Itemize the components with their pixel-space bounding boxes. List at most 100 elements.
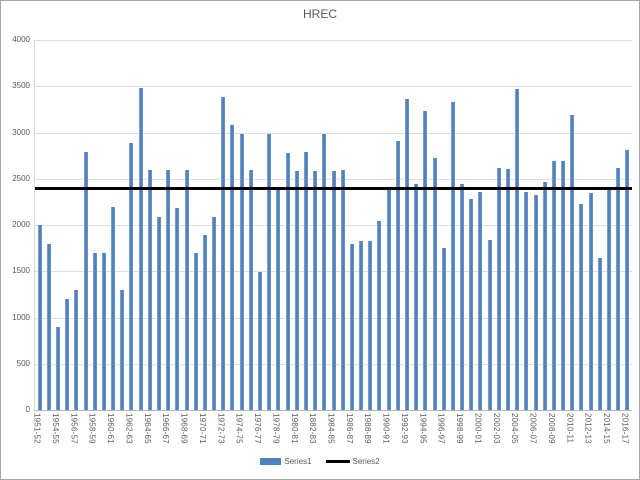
x-tick-label: 1972-73: [216, 413, 226, 444]
bar: [147, 170, 152, 410]
bar: [533, 195, 538, 410]
x-tick-label: 1978-79: [271, 413, 281, 444]
bar: [478, 191, 483, 410]
bar: [166, 170, 171, 410]
bar: [111, 207, 116, 410]
bar: [101, 252, 106, 410]
bar: [175, 208, 180, 410]
x-tick-label: 2016-17: [620, 413, 630, 444]
x-tick-label: 1970-71: [197, 413, 207, 444]
bar: [313, 171, 318, 410]
bar: [331, 171, 336, 410]
bar: [515, 89, 520, 410]
bar: [542, 181, 547, 410]
x-tick-label: 1962-63: [124, 413, 134, 444]
bar: [368, 240, 373, 410]
x-tick-label: 1980-81: [289, 413, 299, 444]
y-tick-label: 1500: [12, 266, 30, 276]
x-tick-label: 1984-85: [326, 413, 336, 444]
bar: [349, 243, 354, 410]
bar: [432, 158, 437, 410]
chart-title: HREC: [302, 7, 337, 21]
x-tick-label: 2002-03: [491, 413, 501, 444]
bar: [359, 240, 364, 410]
bar: [460, 184, 465, 410]
bar: [414, 184, 419, 410]
bar: [202, 235, 207, 410]
bar: [184, 170, 189, 410]
y-tick-label: 3000: [12, 127, 30, 137]
x-tick-label: 1976-77: [253, 413, 263, 444]
legend-item-series2: Series2: [325, 457, 380, 466]
bar: [423, 111, 428, 410]
bar: [340, 169, 345, 410]
x-tick-label: 2004-05: [510, 413, 520, 444]
x-tick-label: 1968-69: [179, 413, 189, 444]
bar: [588, 192, 593, 410]
x-tick-label: 1974-75: [234, 413, 244, 444]
gridline: [35, 132, 632, 134]
bar: [92, 252, 97, 410]
bar: [193, 252, 198, 410]
x-tick-label: 1990-91: [381, 413, 391, 444]
bar: [37, 225, 42, 410]
bar: [469, 199, 474, 410]
x-tick-label: 2008-09: [546, 413, 556, 444]
bar: [404, 99, 409, 410]
bar: [285, 152, 290, 410]
bar: [156, 216, 161, 410]
bar: [230, 125, 235, 410]
bar: [83, 151, 88, 410]
bar: [46, 243, 51, 410]
x-tick-label: 1956-57: [69, 413, 79, 444]
bar: [561, 161, 566, 410]
x-tick-label: 1964-65: [142, 413, 152, 444]
y-tick-label: 0: [25, 405, 30, 414]
bar: [450, 101, 455, 410]
bar: [496, 167, 501, 410]
bar: [303, 151, 308, 410]
bar: [386, 187, 391, 410]
x-tick-label: 1951-52: [32, 413, 42, 444]
legend-label-series1: Series1: [284, 457, 312, 466]
bar: [441, 248, 446, 410]
x-tick-label: 2014-15: [602, 413, 612, 444]
series1-swatch-icon: [260, 458, 282, 465]
gridline: [35, 86, 632, 88]
bar: [616, 167, 621, 410]
bar: [377, 221, 382, 410]
bar: [597, 258, 602, 410]
x-tick-label: 1996-97: [436, 413, 446, 444]
bar: [294, 171, 299, 410]
x-tick-label: 1994-95: [418, 413, 428, 444]
bar: [607, 188, 612, 410]
bar: [120, 289, 125, 410]
x-tick-label: 2012-13: [583, 413, 593, 444]
y-tick-label: 2500: [12, 173, 30, 183]
bar: [487, 239, 492, 410]
x-tick-label: 1954-55: [50, 413, 60, 444]
bar: [74, 289, 79, 410]
x-tick-label: 2006-07: [528, 413, 538, 444]
y-tick-label: 1000: [12, 312, 30, 322]
legend-item-series1: Series1: [260, 457, 312, 466]
bar: [221, 97, 226, 410]
bar: [625, 150, 630, 410]
bar: [267, 134, 272, 410]
bar: [322, 134, 327, 410]
x-tick-label: 1966-67: [161, 413, 171, 444]
y-tick-label: 4000: [12, 35, 30, 44]
bar: [239, 134, 244, 410]
x-tick-label: 1992-93: [399, 413, 409, 444]
y-tick-label: 3500: [12, 81, 30, 91]
bar: [138, 88, 143, 410]
x-tick-label: 1988-89: [363, 413, 373, 444]
x-tick-label: 2010-11: [565, 413, 575, 444]
bar: [248, 170, 253, 410]
legend: Series1 Series2: [1, 457, 639, 466]
series2-line: [35, 187, 632, 190]
x-tick-label: 2000-01: [473, 413, 483, 444]
x-tick-label: 1882-83: [308, 413, 318, 444]
y-tick-label: 500: [16, 358, 30, 368]
x-tick-label: 1986-87: [344, 413, 354, 444]
